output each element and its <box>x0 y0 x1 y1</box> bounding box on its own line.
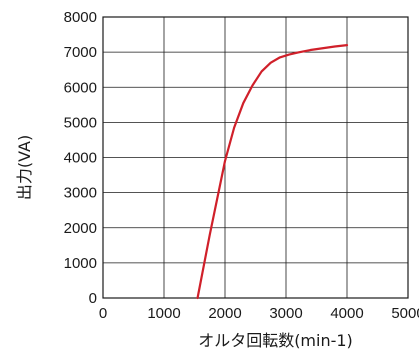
y-axis-title: 出力(VA) <box>15 135 34 200</box>
y-tick-label-7000: 7000 <box>64 44 97 61</box>
series-layer <box>198 45 347 298</box>
x-tick-label-3000: 3000 <box>269 305 302 322</box>
y-tick-label-6000: 6000 <box>64 79 97 96</box>
x-tick-label-0: 0 <box>99 305 107 322</box>
y-tick-label-5000: 5000 <box>64 114 97 131</box>
x-axis-title: オルタ回転数(min-1) <box>198 331 353 350</box>
grid <box>103 17 408 298</box>
x-tick-label-1000: 1000 <box>147 305 180 322</box>
x-tick-label-2000: 2000 <box>208 305 241 322</box>
y-tick-label-1000: 1000 <box>64 255 97 272</box>
x-tick-label-4000: 4000 <box>330 305 363 322</box>
series-line-0 <box>198 45 347 298</box>
y-tick-label-3000: 3000 <box>64 185 97 202</box>
y-axis-ticks: 0 1000 2000 3000 4000 5000 6000 7000 8000 <box>64 9 97 307</box>
x-axis-ticks: 0 1000 2000 3000 4000 5000 <box>99 305 419 322</box>
y-tick-label-2000: 2000 <box>64 220 97 237</box>
x-tick-label-5000: 5000 <box>391 305 419 322</box>
y-tick-label-4000: 4000 <box>64 150 97 167</box>
y-tick-label-0: 0 <box>89 290 97 307</box>
y-tick-label-8000: 8000 <box>64 9 97 26</box>
